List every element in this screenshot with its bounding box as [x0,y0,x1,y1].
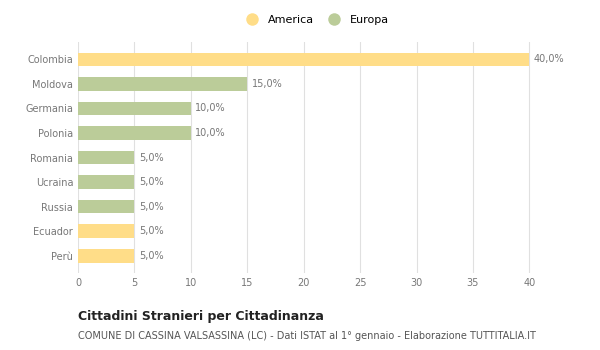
Legend: America, Europa: America, Europa [239,13,391,27]
Text: 40,0%: 40,0% [534,54,565,64]
Bar [78,249,134,262]
Bar [78,151,134,164]
Bar [78,200,134,214]
Text: 15,0%: 15,0% [252,79,283,89]
Text: COMUNE DI CASSINA VALSASSINA (LC) - Dati ISTAT al 1° gennaio - Elaborazione TUTT: COMUNE DI CASSINA VALSASSINA (LC) - Dati… [78,331,536,341]
Text: 10,0%: 10,0% [196,128,226,138]
Text: 5,0%: 5,0% [139,251,164,261]
Text: 5,0%: 5,0% [139,202,164,212]
Text: 5,0%: 5,0% [139,226,164,236]
Text: 5,0%: 5,0% [139,177,164,187]
Bar [78,77,247,91]
Bar [78,175,134,189]
Bar [78,52,529,66]
Text: Cittadini Stranieri per Cittadinanza: Cittadini Stranieri per Cittadinanza [78,310,324,323]
Bar [78,126,191,140]
Text: 10,0%: 10,0% [196,103,226,113]
Bar [78,102,191,115]
Text: 5,0%: 5,0% [139,153,164,162]
Bar [78,224,134,238]
